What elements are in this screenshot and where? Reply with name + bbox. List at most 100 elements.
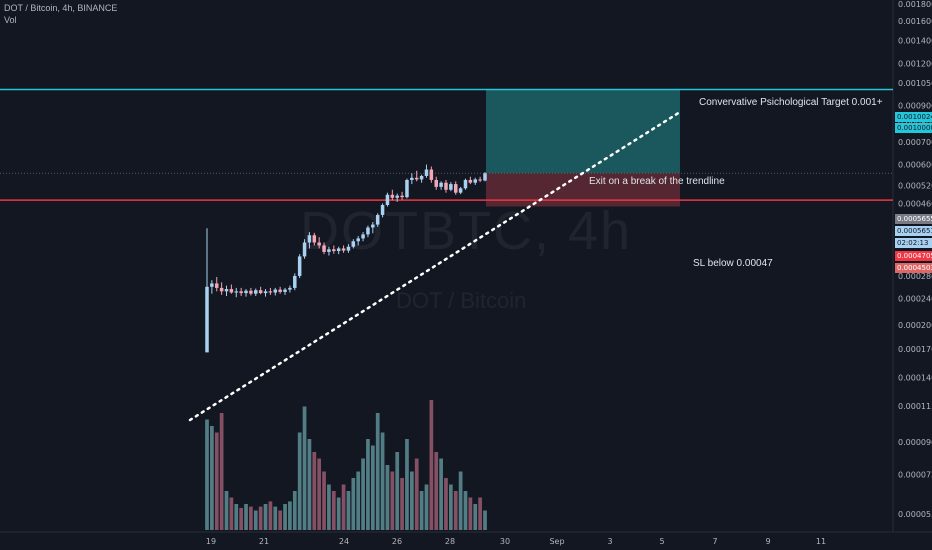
stop-loss-annotation[interactable]: SL below 0.00047 <box>693 258 773 269</box>
candle-body <box>254 290 258 294</box>
time-tick-label: 3 <box>607 537 612 546</box>
candle-body <box>419 175 424 180</box>
price-tick-label: 0.00014000 <box>898 373 932 382</box>
volume-bar <box>283 504 287 530</box>
volume-bar <box>322 471 326 530</box>
volume-bar <box>336 497 341 530</box>
time-tick-label: 9 <box>765 537 770 546</box>
candle-body <box>273 289 278 293</box>
candle-body <box>449 184 453 190</box>
time-tick-label: 26 <box>392 537 402 546</box>
volume-bar <box>468 497 473 530</box>
price-tick-label: 0.00005500 <box>898 510 932 519</box>
volume-bar <box>292 491 297 530</box>
volume-bar <box>302 406 307 530</box>
volume-bar <box>288 501 292 530</box>
symbol-title[interactable]: DOT / Bitcoin, 4h, BINANCE <box>4 3 118 13</box>
volume-bar <box>463 491 468 530</box>
candle-body <box>210 283 214 287</box>
target-annotation[interactable]: Convervative Psichological Target 0.001+ <box>699 97 883 108</box>
price-badge: 0.00056511 <box>895 226 932 236</box>
candle-body <box>424 169 429 176</box>
candle-body <box>375 214 380 225</box>
candle-body <box>400 195 404 198</box>
candle-body <box>444 182 448 190</box>
volume-bar <box>239 507 243 530</box>
volume-bar <box>317 458 322 530</box>
candle-body <box>351 241 356 247</box>
candle-body <box>317 242 321 246</box>
candle-body <box>214 283 219 288</box>
candle-body <box>307 235 312 243</box>
candle-body <box>463 179 468 189</box>
volume-bar <box>414 458 419 530</box>
price-badge: 02:02:13 <box>895 238 932 248</box>
volume-bar <box>483 510 487 530</box>
candle-body <box>390 194 395 198</box>
candle-body <box>366 227 370 235</box>
candle-body <box>380 204 385 215</box>
volume-bar <box>370 445 375 530</box>
volume-bar <box>307 439 312 530</box>
price-tick-label: 0.00060000 <box>898 161 932 170</box>
price-tick-label: 0.00120000 <box>898 59 932 68</box>
candle-body <box>258 290 263 294</box>
volume-bar <box>419 491 424 530</box>
price-tick-label: 0.00180000 <box>898 0 932 9</box>
price-tick-label: 0.00052000 <box>898 181 932 190</box>
volume-bar <box>351 478 356 530</box>
candle-body <box>302 242 307 257</box>
candle-body <box>458 188 463 193</box>
volume-bar <box>429 400 434 530</box>
volume-bar <box>478 497 482 530</box>
volume-bar <box>249 506 253 530</box>
candle-body <box>229 289 234 293</box>
volume-bar <box>361 458 365 530</box>
exit-annotation[interactable]: Exit on a break of the trendline <box>589 176 725 187</box>
volume-bar <box>395 452 400 530</box>
volume-bar <box>409 471 414 530</box>
candle-body <box>453 184 458 193</box>
candle-body <box>288 287 292 290</box>
candle-body <box>483 173 487 181</box>
candle-body <box>293 275 297 288</box>
volume-bar <box>434 452 439 530</box>
candle-body <box>219 287 224 292</box>
time-tick-label: 19 <box>206 537 216 546</box>
price-tick-label: 0.00160000 <box>898 17 932 26</box>
candle-body <box>278 289 282 292</box>
candle-body <box>439 182 443 187</box>
volume-bar <box>444 478 448 530</box>
volume-bar <box>380 432 385 530</box>
candle-body <box>249 290 253 294</box>
price-tick-label: 0.00028000 <box>898 272 932 281</box>
volume-bar <box>224 491 229 530</box>
volume-bar <box>375 413 380 530</box>
candle-body <box>205 286 209 353</box>
price-badge: 0.00056558 <box>895 214 932 224</box>
candle-body <box>244 290 248 294</box>
volume-indicator-label[interactable]: Vol <box>4 15 17 25</box>
candle-body <box>395 195 399 198</box>
volume-bar <box>312 452 317 530</box>
volume-bar <box>385 465 390 530</box>
volume-bar <box>341 484 346 530</box>
candle-body <box>312 235 317 243</box>
volume-bar <box>278 510 283 530</box>
candle-body <box>356 238 360 242</box>
candle-body <box>263 291 268 294</box>
candle-body <box>410 177 414 180</box>
time-tick-label: 24 <box>339 537 349 546</box>
volume-bar <box>346 491 351 530</box>
volume-bar <box>210 426 214 530</box>
time-tick-label: 28 <box>445 537 455 546</box>
volume-bar <box>458 471 463 530</box>
volume-bar <box>229 497 234 530</box>
volume-bar <box>424 484 429 530</box>
volume-bar <box>263 504 268 530</box>
volume-bar <box>449 484 453 530</box>
price-tick-label: 0.00105000 <box>898 79 932 88</box>
stop-loss-zone <box>486 173 680 207</box>
trendline <box>188 110 682 422</box>
